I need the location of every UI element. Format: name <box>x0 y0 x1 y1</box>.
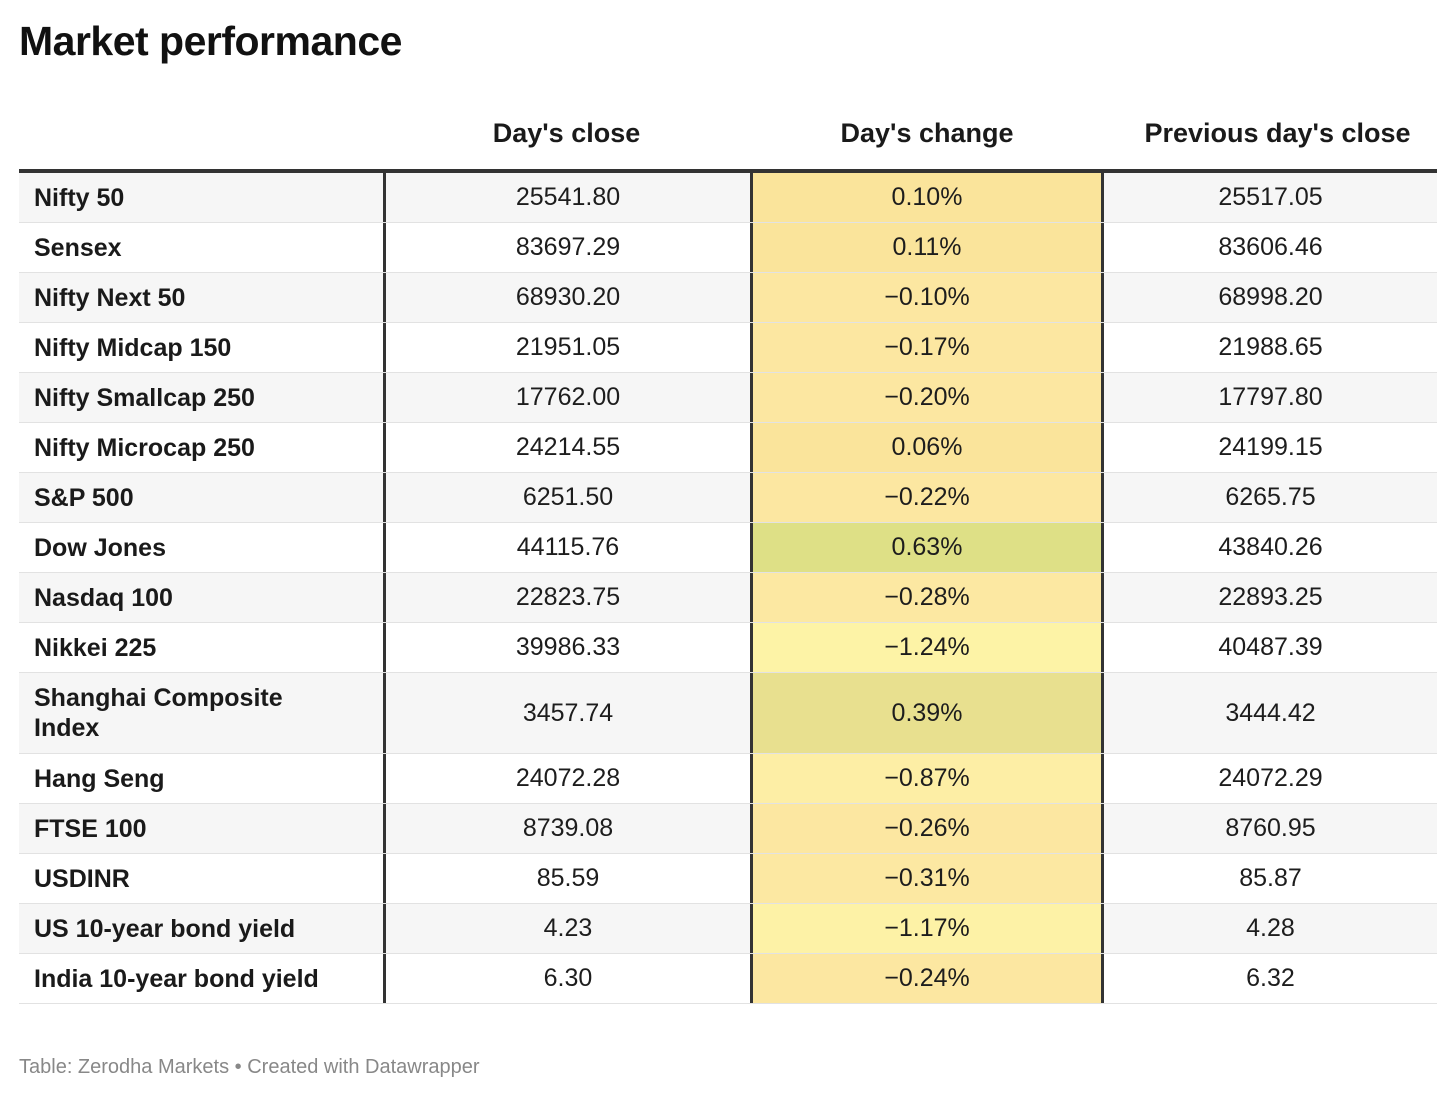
row-name: US 10-year bond yield <box>34 914 296 943</box>
table-row: Nifty 50 25541.80 0.10% 25517.05 <box>19 173 1437 223</box>
row-previous-close: 4.28 <box>1246 914 1295 942</box>
header-previous-close: Previous day's close <box>1144 118 1411 148</box>
row-previous-close: 8760.95 <box>1225 814 1316 842</box>
row-previous-close: 6265.75 <box>1225 483 1316 511</box>
row-previous-close: 43840.26 <box>1218 533 1323 561</box>
table-row: Dow Jones 44115.76 0.63% 43840.26 <box>19 523 1437 573</box>
table-row: Nifty Smallcap 250 17762.00 −0.20% 17797.80 <box>19 373 1437 423</box>
row-days-close: 22823.75 <box>383 573 750 622</box>
row-name: Nifty Microcap 250 <box>34 433 255 462</box>
row-days-change: 0.06% <box>750 423 1104 472</box>
table-row: Nikkei 225 39986.33 −1.24% 40487.39 <box>19 623 1437 673</box>
row-days-change: −1.24% <box>750 623 1104 672</box>
table-row: Nifty Next 50 68930.20 −0.10% 68998.20 <box>19 273 1437 323</box>
row-name: Nifty 50 <box>34 183 125 212</box>
table-row: Nasdaq 100 22823.75 −0.28% 22893.25 <box>19 573 1437 623</box>
row-name: FTSE 100 <box>34 814 147 843</box>
row-name: Nasdaq 100 <box>34 583 173 612</box>
row-name: Sensex <box>34 233 122 262</box>
row-previous-close: 3444.42 <box>1225 698 1316 727</box>
row-name: S&P 500 <box>34 483 134 512</box>
row-days-close: 6251.50 <box>383 473 750 522</box>
row-name: Nifty Smallcap 250 <box>34 383 255 412</box>
row-days-close: 85.59 <box>383 854 750 903</box>
table-row: Shanghai Composite Index 3457.74 0.39% 3444… <box>19 673 1437 754</box>
row-previous-close: 21988.65 <box>1218 333 1323 361</box>
row-name: Nikkei 225 <box>34 633 157 662</box>
table-row: US 10-year bond yield 4.23 −1.17% 4.28 <box>19 904 1437 954</box>
table-row: India 10-year bond yield 6.30 −0.24% 6.32 <box>19 954 1437 1004</box>
row-days-change: −0.10% <box>750 273 1104 322</box>
row-days-change: −0.17% <box>750 323 1104 372</box>
table-header: Day's close Day's change Previous day's … <box>19 108 1437 173</box>
row-name: Shanghai Composite Index <box>34 684 283 742</box>
row-previous-close: 24072.29 <box>1218 764 1323 792</box>
row-days-change: −0.31% <box>750 854 1104 903</box>
row-previous-close: 85.87 <box>1239 864 1302 892</box>
row-name: Dow Jones <box>34 533 166 562</box>
row-days-change: −1.17% <box>750 904 1104 953</box>
row-days-close: 25541.80 <box>383 173 750 222</box>
row-days-change: −0.24% <box>750 954 1104 1003</box>
row-days-close: 17762.00 <box>383 373 750 422</box>
row-days-close: 21951.05 <box>383 323 750 372</box>
footer-credit: Table: Zerodha Markets • Created with Da… <box>19 1056 480 1078</box>
row-previous-close: 17797.80 <box>1218 383 1323 411</box>
row-days-close: 3457.74 <box>383 673 750 753</box>
table-row: Sensex 83697.29 0.11% 83606.46 <box>19 223 1437 273</box>
table-row: Nifty Midcap 150 21951.05 −0.17% 21988.65 <box>19 323 1437 373</box>
row-previous-close: 68998.20 <box>1218 283 1323 311</box>
header-days-close: Day's close <box>492 118 641 148</box>
row-days-close: 83697.29 <box>383 223 750 272</box>
page-title: Market performance <box>19 18 402 64</box>
row-days-change: −0.26% <box>750 804 1104 853</box>
row-previous-close: 83606.46 <box>1218 233 1323 261</box>
row-days-close: 68930.20 <box>383 273 750 322</box>
row-previous-close: 6.32 <box>1246 964 1295 992</box>
row-previous-close: 40487.39 <box>1218 633 1323 661</box>
row-previous-close: 25517.05 <box>1218 183 1323 211</box>
row-days-change: 0.39% <box>750 673 1104 753</box>
row-previous-close: 22893.25 <box>1218 583 1323 611</box>
table-row: Nifty Microcap 250 24214.55 0.06% 24199.15 <box>19 423 1437 473</box>
table-row: FTSE 100 8739.08 −0.26% 8760.95 <box>19 804 1437 854</box>
row-days-close: 39986.33 <box>383 623 750 672</box>
row-days-change: −0.87% <box>750 754 1104 803</box>
row-days-close: 24072.28 <box>383 754 750 803</box>
row-name: Hang Seng <box>34 764 165 793</box>
row-days-close: 44115.76 <box>383 523 750 572</box>
row-name: Nifty Midcap 150 <box>34 333 232 362</box>
row-days-close: 24214.55 <box>383 423 750 472</box>
table-row: S&P 500 6251.50 −0.22% 6265.75 <box>19 473 1437 523</box>
market-table: Day's close Day's change Previous day's … <box>19 108 1437 1004</box>
row-name: Nifty Next 50 <box>34 283 186 312</box>
row-days-change: 0.63% <box>750 523 1104 572</box>
row-name: USDINR <box>34 864 130 893</box>
row-days-change: 0.11% <box>750 223 1104 272</box>
row-days-change: −0.28% <box>750 573 1104 622</box>
row-days-close: 6.30 <box>383 954 750 1003</box>
table-row: Hang Seng 24072.28 −0.87% 24072.29 <box>19 754 1437 804</box>
table-body: Nifty 50 25541.80 0.10% 25517.05 Sensex 83697… <box>19 173 1437 1004</box>
row-previous-close: 24199.15 <box>1218 433 1323 461</box>
row-days-change: −0.20% <box>750 373 1104 422</box>
row-days-close: 4.23 <box>383 904 750 953</box>
row-days-change: −0.22% <box>750 473 1104 522</box>
row-days-close: 8739.08 <box>383 804 750 853</box>
header-days-change: Day's change <box>840 118 1014 148</box>
row-days-change: 0.10% <box>750 173 1104 222</box>
table-row: USDINR 85.59 −0.31% 85.87 <box>19 854 1437 904</box>
row-name: India 10-year bond yield <box>34 964 319 993</box>
